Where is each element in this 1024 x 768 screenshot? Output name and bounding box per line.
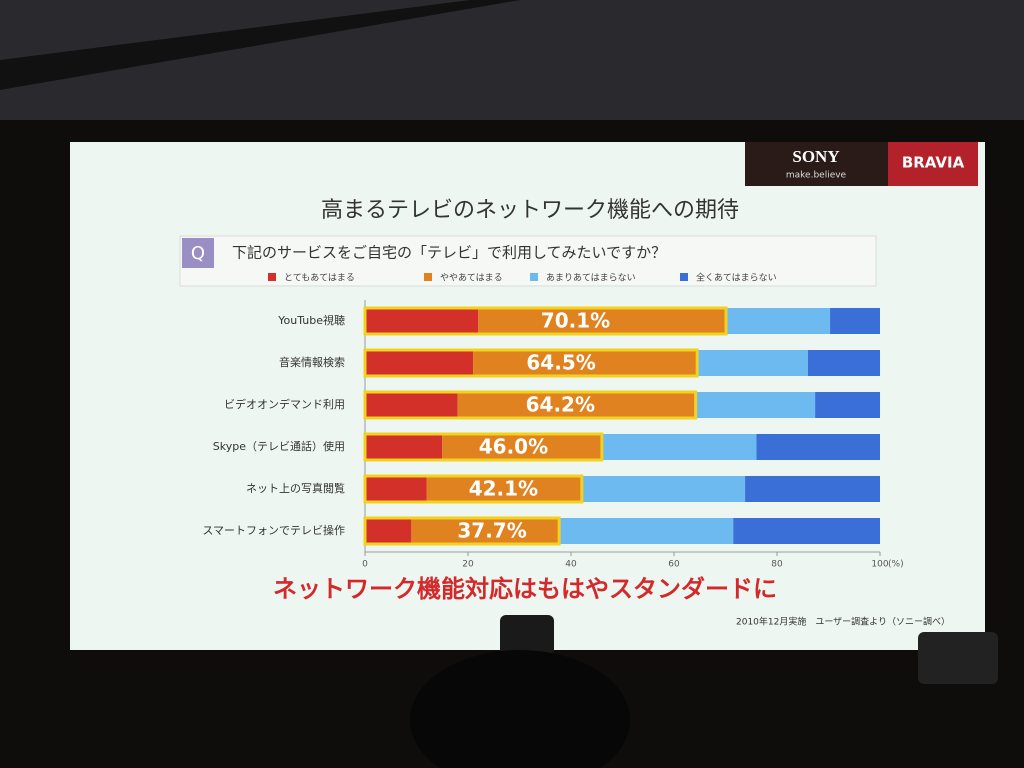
bar-segment [365, 518, 412, 544]
total-label: 64.5% [526, 351, 595, 375]
highlight-box [363, 306, 728, 336]
x-tick-label: 40 [565, 560, 577, 570]
bar-segment [478, 308, 727, 334]
question: 下記のサービスをご自宅の「テレビ」で利用してみたいですか？ [232, 244, 666, 262]
product: BRAVIA [902, 154, 965, 172]
x-tick-label: 100 [871, 560, 888, 570]
bar-segment [726, 308, 831, 334]
x-tick-label: 60 [668, 560, 680, 570]
total-label: 46.0% [479, 435, 548, 459]
highlight-box [363, 390, 698, 420]
bar-segment [581, 476, 746, 502]
total-label: 37.7% [457, 519, 526, 543]
x-unit: (%) [888, 560, 904, 570]
bar-segment [601, 434, 757, 460]
ceiling-beam [0, 0, 520, 90]
bar-segment [697, 350, 808, 376]
bar-segment [426, 476, 582, 502]
bar-segment [807, 350, 880, 376]
chart-title: 高まるテレビのネットワーク機能への期待 [321, 198, 739, 223]
question-badge [182, 238, 214, 268]
bar-segment [457, 392, 696, 418]
legend-label: ややあてはまる [440, 273, 503, 284]
bar-segment [365, 476, 427, 502]
bar-segment [365, 308, 479, 334]
legend-swatch [530, 273, 538, 281]
tagline: make.believe [786, 171, 847, 181]
conclusion: ネットワーク機能対応はもはやスタンダードに [273, 575, 777, 603]
audience-silhouette [410, 650, 630, 768]
legend-swatch [680, 273, 688, 281]
x-tick-label: 0 [362, 560, 368, 570]
category-label: スマートフォンでテレビ操作 [202, 523, 345, 537]
total-label: 64.2% [526, 393, 595, 417]
bar-segment [411, 518, 560, 544]
category-label: Skype（テレビ通話）使用 [213, 439, 345, 453]
bravia-box [888, 142, 978, 186]
bar-segment [815, 392, 880, 418]
legend-label: とてもあてはまる [284, 273, 355, 284]
legend-label: あまりあてはまらない [546, 273, 636, 284]
source: 2010年12月実施 ユーザー調査より（ソニー調べ） [736, 616, 950, 628]
x-tick-label: 80 [771, 560, 783, 570]
category-label: YouTube視聴 [277, 313, 345, 327]
highlight-box [363, 516, 561, 546]
bar-segment [745, 476, 880, 502]
category-label: 音楽情報検索 [279, 355, 345, 369]
legend-swatch [424, 273, 432, 281]
bar-segment [830, 308, 880, 334]
category-label: ビデオオンデマンド利用 [224, 397, 345, 411]
sony-box [745, 142, 888, 186]
x-tick-label: 20 [462, 560, 474, 570]
bar-segment [695, 392, 816, 418]
highlight-box [363, 474, 584, 504]
projector-silhouette [500, 615, 554, 655]
camera-silhouette [918, 632, 998, 684]
bar-segment [365, 392, 458, 418]
highlight-box [363, 432, 604, 462]
question-panel [179, 235, 877, 287]
bar-segment [365, 350, 474, 376]
question-mark: Q [191, 243, 205, 264]
highlight-box [363, 348, 699, 378]
bar-segment [442, 434, 602, 460]
bar-segment [756, 434, 880, 460]
bar-segment [733, 518, 880, 544]
legend-swatch [268, 273, 276, 281]
category-label: ネット上の写真閲覧 [246, 481, 345, 495]
total-label: 70.1% [541, 309, 610, 333]
legend-label: 全くあてはまらない [696, 272, 777, 284]
bar-segment [559, 518, 734, 544]
bar-segment [473, 350, 698, 376]
bar-segment [365, 434, 443, 460]
total-label: 42.1% [469, 477, 538, 501]
brand: SONY [792, 147, 839, 166]
